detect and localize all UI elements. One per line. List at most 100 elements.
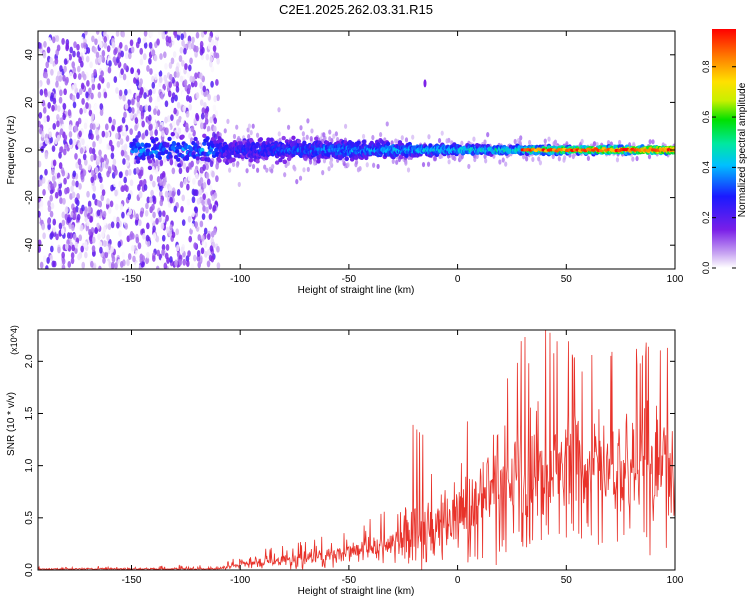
- y-tick-label: 2.0: [24, 354, 35, 368]
- spectrogram-cell: [47, 200, 51, 208]
- spectrogram-cell: [84, 251, 88, 259]
- spectrogram-cell: [56, 114, 60, 121]
- spectrogram-cell: [547, 136, 551, 142]
- spectrogram-cell: [426, 161, 431, 167]
- spectrogram-cell: [163, 262, 168, 269]
- spectrogram-cell: [152, 180, 156, 188]
- spectrogram-cell: [180, 33, 184, 41]
- spectrogram-cell: [255, 141, 260, 147]
- spectrogram-cell: [142, 232, 146, 240]
- spectrogram-cell: [211, 170, 215, 178]
- spectrogram-cell: [247, 134, 251, 140]
- spectrogram-cell: [38, 210, 41, 218]
- spectrogram-cell: [134, 71, 139, 79]
- spectrogram-cell: [190, 263, 195, 269]
- spectrogram-cell: [187, 35, 192, 43]
- spectrogram-cell: [251, 163, 256, 170]
- spectrogram-cell: [206, 260, 211, 268]
- spectrogram-cell: [72, 50, 76, 58]
- spectrogram-cell: [56, 44, 61, 52]
- spectrogram-cell: [371, 134, 375, 141]
- spectrogram-cell: [302, 140, 307, 146]
- spectrogram-cell: [148, 114, 152, 122]
- spectrogram-cell: [110, 221, 115, 229]
- spectrogram-cell: [176, 101, 181, 109]
- spectrogram-cell: [169, 224, 173, 232]
- spectrogram-cell: [66, 216, 71, 224]
- spectrogram-cell: [93, 69, 97, 76]
- spectrogram-cell: [123, 143, 128, 151]
- spectrogram-cell: [49, 94, 54, 102]
- spectrogram-cell: [194, 221, 199, 229]
- spectrogram-cell: [557, 156, 561, 162]
- spectrogram-cell: [473, 156, 477, 163]
- spectrogram-axes: -150 -100 -50 0 50 100 -40 -20 0 20 40: [24, 31, 684, 285]
- spectrogram-cell: [194, 206, 199, 214]
- spectrogram-cell: [119, 138, 124, 145]
- spectrogram-cell: [100, 183, 104, 191]
- spectrogram-cell: [155, 235, 160, 243]
- spectrogram-cell: [83, 122, 88, 130]
- spectrogram-cell: [39, 204, 44, 212]
- spectrogram-cell: [49, 194, 54, 202]
- spectrogram-cell: [122, 73, 127, 81]
- spectrogram-cell: [205, 163, 209, 171]
- spectrogram-cell: [390, 140, 394, 146]
- spectrogram-cell: [91, 35, 95, 43]
- spectrogram-cell: [615, 157, 620, 163]
- spectrogram-cell: [75, 180, 79, 188]
- spectrogram-cell: [365, 162, 369, 168]
- spectrogram-cell: [176, 244, 180, 252]
- spectrogram-cell: [120, 149, 125, 157]
- spectrogram-cell: [195, 172, 199, 180]
- spectrogram-cell: [210, 80, 214, 88]
- spectrogram-cell: [235, 124, 239, 130]
- spectrogram-cell: [121, 116, 126, 124]
- spectrogram-cell: [277, 131, 281, 137]
- spectrogram-cell: [168, 229, 172, 237]
- spectrogram-cell: [199, 99, 204, 107]
- spectrogram-cell: [77, 253, 81, 261]
- spectrogram-cell: [328, 129, 332, 135]
- spectrogram-cell: [48, 131, 53, 139]
- spectrogram-cell: [165, 35, 170, 43]
- spectrogram-cell: [215, 31, 220, 38]
- spectrogram-cell: [146, 65, 150, 72]
- spectrogram-cell: [91, 83, 96, 91]
- spectrogram-cell: [404, 160, 408, 166]
- spectrogram-cell: [133, 148, 139, 153]
- spectrogram-cell: [232, 133, 237, 140]
- spectrogram-cell: [183, 79, 188, 87]
- spectrogram-cell: [173, 107, 177, 115]
- spectrogram-cell: [428, 143, 433, 148]
- spectrogram-cell: [155, 84, 160, 91]
- spectrogram-cell: [86, 219, 90, 227]
- spectrogram-cell: [186, 260, 190, 267]
- spectrogram-cell: [152, 121, 157, 129]
- spectrogram-cell: [46, 115, 50, 122]
- spectrogram-cell: [138, 191, 143, 198]
- spectrogram-cell: [135, 250, 139, 257]
- spectrogram-cell: [84, 31, 88, 36]
- spectrogram-cell: [153, 54, 158, 62]
- spectrogram-cell: [121, 31, 126, 38]
- y-tick-label: 0.5: [24, 510, 35, 524]
- spectrogram-panel: -150 -100 -50 0 50 100 -40 -20 0 20 40 Height of s…: [6, 30, 684, 296]
- spectrogram-cell: [151, 81, 156, 89]
- spectrogram-cell: [76, 65, 81, 73]
- spectrogram-cell: [38, 111, 43, 119]
- spectrogram-cell: [170, 34, 175, 42]
- spectrogram-cell: [201, 46, 205, 54]
- spectrogram-cell: [61, 257, 66, 265]
- spectrogram-cell: [85, 144, 90, 152]
- spectrogram-cell: [98, 149, 102, 157]
- spectrogram-cell: [97, 172, 102, 179]
- spectrogram-cell: [38, 216, 41, 224]
- spectrogram-cell: [110, 246, 114, 254]
- spectrogram-cell: [56, 120, 60, 128]
- x-tick-label: 100: [667, 575, 684, 586]
- spectrogram-cell: [114, 168, 118, 176]
- spectrogram-cell: [103, 91, 108, 99]
- spectrogram-cell: [70, 252, 75, 259]
